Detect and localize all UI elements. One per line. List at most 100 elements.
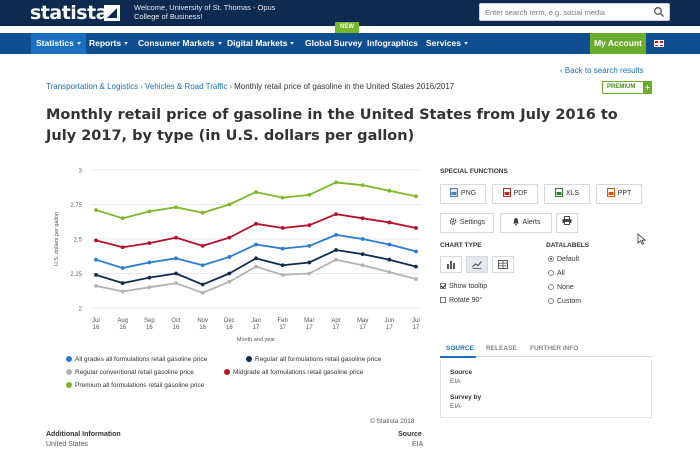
x-tick-label-year: 17 [386, 325, 393, 331]
data-point [414, 249, 418, 254]
tab-release[interactable]: RELEASE [486, 345, 517, 352]
active-tab-indicator [440, 356, 476, 358]
breadcrumb-vehicles[interactable]: Vehicles & Road Traffic [144, 82, 228, 91]
data-point [387, 242, 392, 247]
alerts-button[interactable]: Alerts [500, 213, 552, 233]
table-icon [498, 260, 508, 269]
data-point [254, 242, 258, 247]
datalabel-none-option[interactable]: None [548, 284, 574, 291]
legend-item-regular[interactable]: Regular all formulations retail gasoline… [246, 356, 381, 363]
data-point [200, 210, 205, 215]
settings-button[interactable]: Settings [440, 213, 494, 233]
legend-dot [66, 356, 72, 362]
x-tick-label-year: 16 [226, 325, 233, 331]
datalabel-all-option[interactable]: All [548, 270, 565, 277]
data-point [174, 256, 178, 261]
copyright: © Statista 2018 [370, 418, 415, 425]
legend-item-all-grades[interactable]: All grades all formulations retail gasol… [66, 356, 207, 363]
png-button[interactable]: PNG [440, 184, 486, 204]
nav-label: Reports [89, 38, 122, 48]
welcome-message: Welcome, University of St. Thomas - Opus… [134, 3, 275, 21]
chart-type-heading: CHART TYPE [440, 242, 482, 249]
rotate-checkbox[interactable] [440, 297, 446, 303]
rotate-option[interactable]: Rotate 90° [440, 297, 482, 304]
legend-item-regular-conventional[interactable]: Regular conventional retail gasoline pri… [66, 369, 194, 376]
nav-reports[interactable]: Reports [89, 33, 129, 54]
x-tick-label-year: 17 [253, 325, 260, 331]
search-input[interactable] [480, 4, 650, 20]
data-point [200, 290, 205, 295]
data-point [174, 271, 178, 276]
x-tick-label-month: Jan [251, 318, 261, 324]
data-point [254, 256, 258, 261]
show-tooltip-option[interactable]: Show tooltip [440, 283, 487, 290]
show-tooltip-checkbox[interactable] [440, 283, 446, 289]
tab-source[interactable]: SOURCE [446, 345, 474, 352]
premium-badge[interactable]: PREMIUM + [602, 81, 652, 94]
back-to-search-link[interactable]: ‹ Back to search results [560, 66, 644, 75]
bar-chart-type-button[interactable] [440, 256, 462, 273]
nav-digital-markets[interactable]: Digital Markets [227, 33, 295, 54]
nav-infographics[interactable]: Infographics [367, 33, 418, 54]
show-tooltip-label: Show tooltip [449, 283, 488, 290]
y-tick-label: 2 [79, 307, 83, 313]
radio-all[interactable] [548, 270, 554, 276]
nav-services[interactable]: Services [426, 33, 468, 54]
radio-label: None [557, 284, 574, 291]
legend-dot [66, 382, 72, 388]
data-point [120, 216, 125, 221]
top-header: statista Welcome, University of St. Thom… [0, 0, 700, 26]
x-tick-label-month: Mar [304, 318, 314, 324]
breadcrumb-transportation[interactable]: Transportation & Logistics [46, 82, 139, 91]
x-tick-label-month: Jul [92, 318, 100, 324]
xls-button[interactable]: XLS [544, 184, 590, 204]
x-tick-label-month: Oct [171, 318, 181, 324]
x-tick-label-year: 16 [173, 325, 180, 331]
data-point [334, 212, 338, 217]
my-account-button[interactable]: My Account [590, 33, 646, 54]
radio-default[interactable] [548, 256, 554, 262]
data-point [280, 195, 285, 200]
statista-logo[interactable]: statista [30, 2, 109, 24]
nav-global-survey[interactable]: Global Survey [305, 33, 362, 54]
table-type-button[interactable] [492, 256, 514, 273]
data-point [360, 252, 365, 257]
data-point [147, 241, 152, 246]
bell-icon [512, 218, 519, 226]
data-point [334, 248, 338, 252]
legend-label: Premium all formulations retail gasoline… [75, 382, 205, 389]
datalabel-default-option[interactable]: Default [548, 256, 579, 263]
nav-statistics[interactable]: Statistics [31, 33, 86, 54]
datalabel-custom-option[interactable]: Custom [548, 298, 581, 305]
line-chart-type-button[interactable] [466, 256, 488, 273]
print-button[interactable] [556, 213, 578, 233]
data-point [94, 208, 98, 212]
x-tick-label-year: 16 [146, 325, 153, 331]
footer-source-label: Source [398, 431, 422, 438]
uk-flag-icon[interactable] [654, 40, 664, 47]
rotate-label: Rotate 90° [449, 297, 483, 304]
data-point [414, 264, 418, 269]
series-line-4 [95, 181, 417, 220]
radio-custom[interactable] [548, 298, 554, 304]
radio-none[interactable] [548, 284, 554, 290]
nav-label: Infographics [367, 38, 419, 48]
legend-item-midgrade[interactable]: Midgrade all formulations retail gasolin… [224, 369, 363, 376]
ppt-button[interactable]: PPT [596, 184, 642, 204]
search-icon[interactable] [653, 6, 665, 18]
data-point [94, 284, 98, 288]
data-point [147, 260, 152, 265]
legend-item-premium[interactable]: Premium all formulations retail gasoline… [66, 382, 204, 389]
data-point [227, 279, 232, 284]
pdf-button[interactable]: PDF [492, 184, 538, 204]
tab-further-info[interactable]: FURTHER INFO [530, 345, 579, 352]
logo-mark-icon[interactable] [104, 5, 120, 21]
data-point [174, 281, 178, 286]
page-title: Monthly retail price of gasoline in the … [46, 107, 618, 144]
data-point [280, 246, 285, 251]
nav-consumer-markets[interactable]: Consumer Markets [138, 33, 222, 54]
data-point [227, 255, 232, 259]
y-tick-label: 2.25 [70, 272, 82, 278]
